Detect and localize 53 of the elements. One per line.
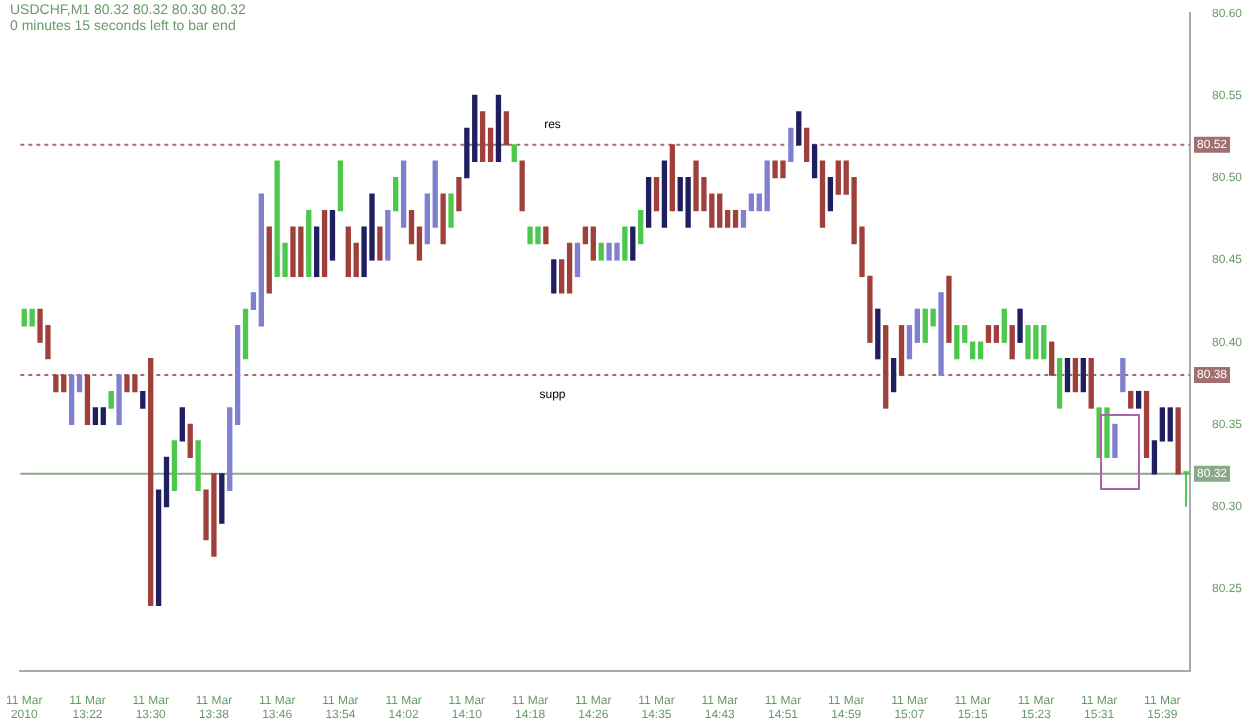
candlestick bbox=[306, 209, 312, 278]
candlestick bbox=[693, 160, 699, 212]
candlestick bbox=[543, 226, 549, 245]
candlestick bbox=[92, 407, 99, 426]
candlestick bbox=[314, 226, 320, 278]
candlestick bbox=[1128, 390, 1134, 409]
candlestick bbox=[345, 226, 351, 278]
candlestick bbox=[519, 160, 525, 212]
candlestick bbox=[69, 374, 75, 426]
candlestick bbox=[1167, 407, 1173, 442]
candlestick bbox=[527, 226, 533, 245]
candlestick bbox=[566, 242, 573, 294]
candlestick bbox=[140, 390, 146, 409]
candlestick bbox=[875, 308, 881, 360]
candlestick bbox=[21, 308, 27, 327]
candlestick bbox=[638, 209, 644, 245]
candlestick bbox=[84, 374, 91, 426]
candlestick bbox=[977, 341, 984, 360]
candlestick bbox=[1183, 471, 1189, 508]
candlestick bbox=[242, 308, 249, 360]
candlestick bbox=[116, 374, 122, 426]
candlestick bbox=[598, 242, 604, 261]
candlestick bbox=[780, 160, 786, 179]
candlestick bbox=[29, 308, 35, 327]
candlestick bbox=[274, 160, 280, 278]
candlestick bbox=[377, 226, 383, 261]
candlestick bbox=[108, 390, 114, 409]
candlestick bbox=[622, 226, 628, 261]
candlestick bbox=[290, 226, 296, 278]
candlestick bbox=[764, 160, 770, 212]
candlestick bbox=[385, 209, 391, 261]
candlestick bbox=[298, 226, 304, 278]
candlestick bbox=[100, 407, 106, 426]
candlestick bbox=[179, 407, 185, 442]
candlestick bbox=[258, 193, 265, 327]
candlestick bbox=[266, 226, 272, 294]
candlestick bbox=[329, 209, 336, 261]
candlestick bbox=[1175, 407, 1181, 475]
candlestick bbox=[606, 242, 612, 261]
candlestick bbox=[574, 242, 581, 278]
candlestick bbox=[61, 374, 67, 393]
candlestick bbox=[535, 226, 541, 245]
candlestick bbox=[124, 374, 130, 393]
candlestick bbox=[772, 160, 778, 179]
candlestick bbox=[337, 160, 344, 212]
candlestick bbox=[1135, 390, 1142, 409]
candlestick bbox=[132, 374, 138, 393]
candlestick bbox=[321, 209, 328, 278]
candlestick bbox=[440, 193, 446, 245]
candlestick bbox=[630, 226, 636, 261]
candlestick bbox=[590, 226, 596, 261]
candlestick bbox=[53, 374, 59, 393]
candlestick bbox=[614, 242, 620, 261]
